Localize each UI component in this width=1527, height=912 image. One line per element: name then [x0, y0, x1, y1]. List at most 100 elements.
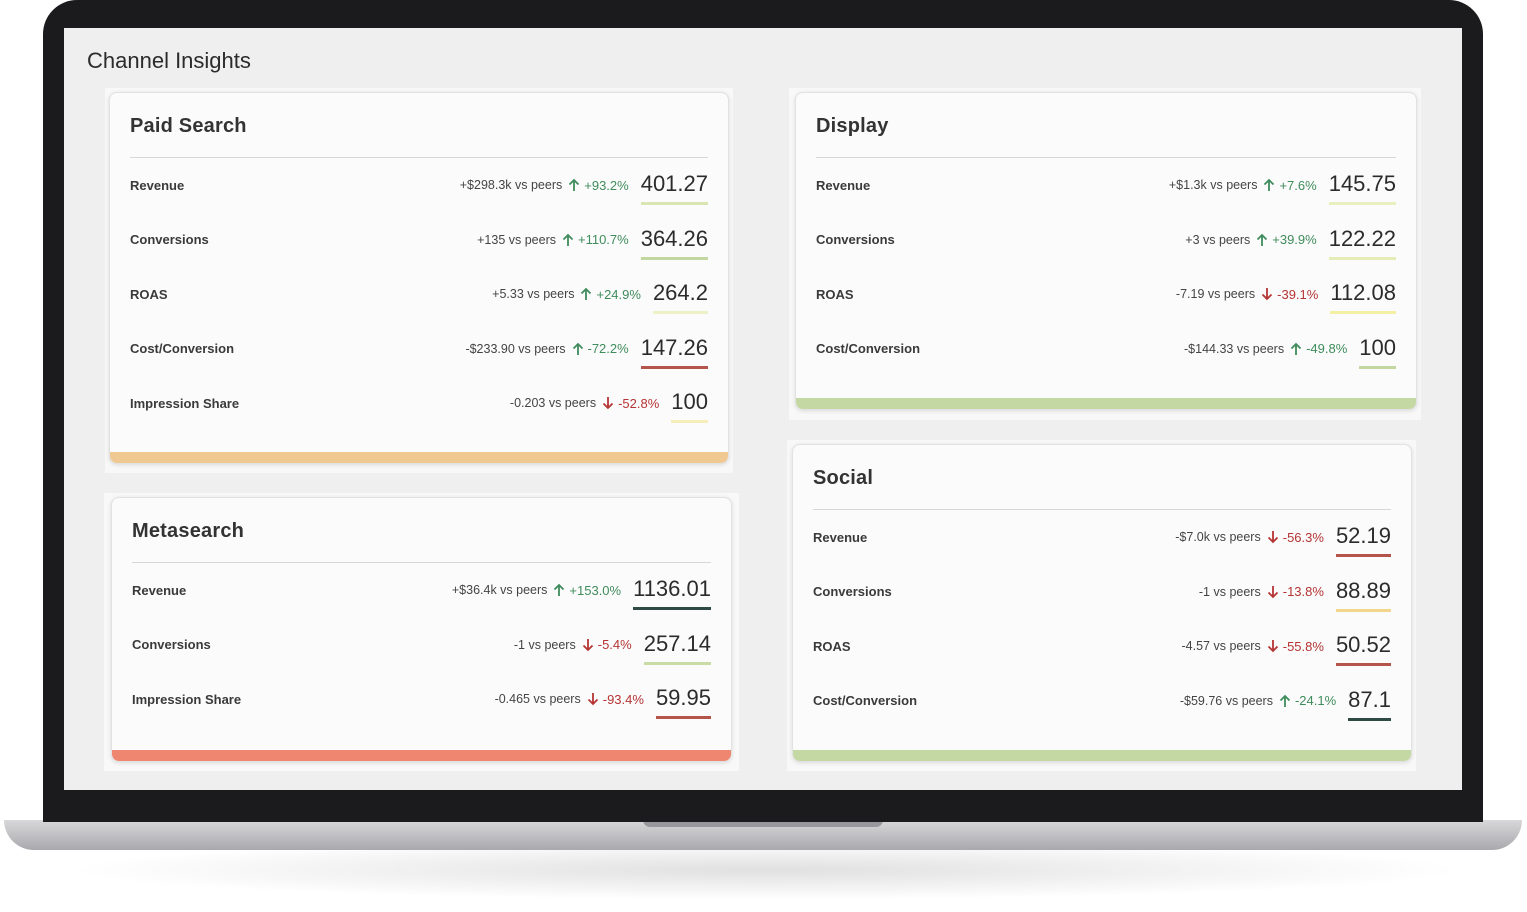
trend-arrow — [1267, 640, 1278, 653]
channel-card: Social Revenue -$7.0k vs peers -56.3% 52.19 C… — [792, 444, 1412, 762]
metric-row: Cost/Conversion -$59.76 vs peers -24.1% 87.… — [813, 681, 1391, 721]
metric-label: Revenue — [130, 177, 185, 193]
metric-label: Conversions — [813, 584, 892, 599]
percent-change: +39.9% — [1272, 232, 1317, 247]
value-underline — [633, 607, 711, 610]
shadow — [60, 840, 1470, 900]
arrow-path — [587, 693, 598, 706]
arrow-path — [1267, 585, 1278, 598]
arrow-path — [554, 583, 565, 596]
value-underline — [1335, 554, 1391, 557]
metric-row: ROAS +5.33 vs peers +24.9% 264.2 — [130, 274, 708, 314]
metric-value: 50.52 — [1335, 632, 1391, 666]
metric-label: ROAS — [130, 286, 168, 302]
channel-card: Display Revenue +$1.3k vs peers +7.6% 145.75… — [795, 92, 1417, 410]
trend-arrow — [562, 233, 574, 246]
arrow-path — [1267, 640, 1278, 653]
trend-arrow — [1257, 233, 1268, 246]
arrow-path — [1264, 178, 1275, 191]
accent-bar — [793, 750, 1411, 761]
metric-row: ROAS -4.57 vs peers -55.8% 50.52 — [813, 626, 1391, 666]
arrow-path — [582, 638, 593, 651]
value-underline — [640, 256, 708, 260]
value-underline — [671, 420, 708, 423]
metric-label: ROAS — [816, 286, 854, 302]
page-title: Channel Insights — [87, 48, 251, 73]
percent-change: -55.8% — [1282, 638, 1324, 654]
arrow-path — [1262, 288, 1273, 301]
value-underline — [1328, 256, 1396, 260]
metric-row: Revenue -$7.0k vs peers -56.3% 52.19 — [813, 517, 1391, 557]
percent-change: +110.7% — [577, 232, 629, 247]
trend-arrow — [587, 693, 598, 706]
percent-change: -5.4% — [597, 637, 632, 652]
percent-change: -24.1% — [1294, 693, 1337, 708]
metric-row: Conversions +135 vs peers +110.7% 364.26 — [130, 220, 708, 260]
card-title: Display — [816, 115, 889, 137]
metric-label: Cost/Conversion — [816, 341, 921, 356]
peers-delta: -0.465 vs peers — [494, 692, 581, 706]
metric-label: Conversions — [130, 232, 209, 247]
percent-change: +7.6% — [1279, 177, 1317, 193]
accent-bar — [110, 452, 728, 463]
peers-delta: -4.57 vs peers — [1181, 639, 1261, 653]
peers-delta: +$1.3k vs peers — [1168, 178, 1258, 192]
metric-label: Cost/Conversion — [813, 693, 918, 708]
metric-value: 112.08 — [1330, 280, 1396, 314]
arrow-path — [581, 287, 592, 300]
value-underline — [643, 661, 711, 665]
trend-arrow — [581, 287, 592, 300]
metric-value: 364.26 — [640, 226, 708, 260]
trend-arrow — [1267, 585, 1278, 598]
percent-change: +93.2% — [584, 177, 629, 193]
metric-value: 87.1 — [1348, 687, 1391, 721]
metric-row: Revenue +$1.3k vs peers +7.6% 145.75 — [816, 165, 1396, 205]
trend-arrow — [1279, 694, 1291, 707]
value-underline — [1328, 202, 1396, 205]
percent-change: -39.1% — [1277, 286, 1319, 302]
metric-value: 88.89 — [1335, 578, 1391, 612]
trend-arrow — [1262, 288, 1273, 301]
percent-change: +24.9% — [596, 286, 641, 302]
metric-row: Revenue +$298.3k vs peers +93.2% 401.27 — [130, 165, 708, 205]
value-underline — [1335, 608, 1391, 612]
metric-label: Revenue — [816, 177, 871, 193]
value-underline — [640, 202, 708, 205]
channel-card: Paid Search Revenue +$298.3k vs peers +93.2… — [109, 92, 729, 464]
trend-arrow — [554, 583, 565, 596]
arrow-path — [569, 178, 580, 191]
card-title: Social — [813, 467, 874, 489]
separator — [130, 157, 708, 158]
metric-value: 264.2 — [652, 280, 708, 314]
value-underline — [655, 716, 711, 719]
metric-row: Conversions -1 vs peers -13.8% 88.89 — [813, 572, 1391, 612]
trend-arrow — [572, 342, 583, 355]
metric-value: 100 — [671, 389, 708, 423]
metric-value: 147.26 — [640, 335, 708, 369]
arrow-path — [1279, 694, 1291, 707]
percent-change: -13.8% — [1282, 584, 1324, 599]
peers-delta: -1 vs peers — [1198, 584, 1261, 599]
metric-value: 122.22 — [1328, 226, 1396, 260]
arrow-path — [1257, 233, 1268, 246]
percent-change: -56.3% — [1282, 529, 1324, 545]
trend-arrow — [602, 397, 614, 410]
trend-arrow — [1264, 178, 1275, 191]
metric-value: 1136.01 — [633, 576, 711, 610]
metric-row: Conversions +3 vs peers +39.9% 122.22 — [816, 220, 1396, 260]
metric-value: 52.19 — [1335, 523, 1391, 557]
metric-row: Cost/Conversion -$233.90 vs peers -72.2% 14… — [130, 329, 708, 369]
metric-value: 100 — [1359, 335, 1396, 369]
peers-delta: -7.19 vs peers — [1175, 287, 1256, 301]
peers-delta: +3 vs peers — [1185, 232, 1251, 247]
arrow-path — [602, 397, 614, 410]
trend-arrow — [569, 178, 580, 191]
metric-value: 145.75 — [1328, 171, 1396, 205]
peers-delta: -0.203 vs peers — [509, 396, 597, 410]
trend-arrow — [1267, 531, 1278, 544]
metric-value: 401.27 — [640, 171, 708, 205]
peers-delta: -$144.33 vs peers — [1184, 341, 1285, 356]
separator — [816, 157, 1396, 158]
metric-row: Impression Share -0.465 vs peers -93.4% 59.… — [132, 679, 711, 719]
